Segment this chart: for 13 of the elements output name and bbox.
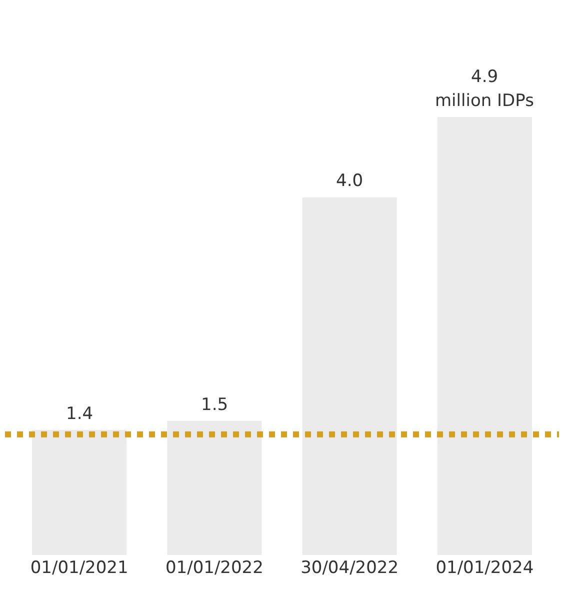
bar: [167, 420, 262, 555]
bar: [302, 197, 397, 555]
bar: [437, 117, 532, 555]
annotation: million IDPs: [435, 91, 534, 111]
data-label: 4.0: [336, 171, 364, 191]
data-label: 1.4: [66, 404, 94, 424]
data-label: 1.5: [201, 395, 228, 415]
x-tick-label: 01/01/2021: [30, 558, 128, 578]
x-tick-label: 30/04/2022: [300, 558, 399, 578]
bar: [32, 430, 127, 555]
x-tick-label: 01/01/2022: [165, 558, 264, 578]
x-tick-label: 01/01/2024: [436, 558, 534, 578]
data-label: 4.9: [471, 67, 498, 87]
